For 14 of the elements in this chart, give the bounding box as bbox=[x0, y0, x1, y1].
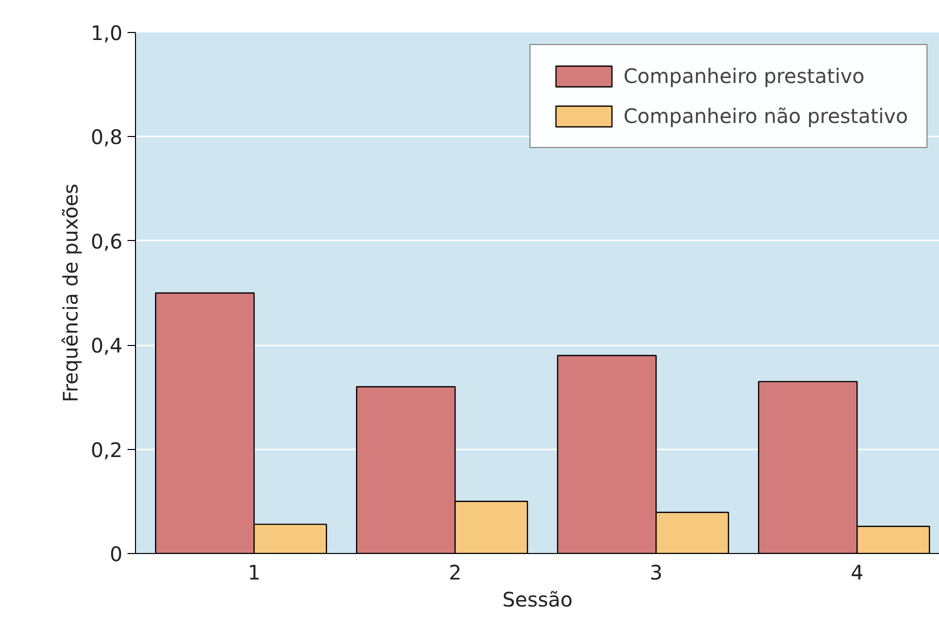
y-tick-label: 0,8 bbox=[90, 125, 123, 150]
x-tick-label: 1 bbox=[248, 560, 260, 584]
y-tick-label: 1,0 bbox=[90, 21, 123, 45]
x-tick-label: 2 bbox=[448, 560, 462, 584]
y-tick-label: 0 bbox=[110, 542, 123, 566]
y-tick-label: 0,6 bbox=[90, 229, 123, 254]
y-tick-label: 0,4 bbox=[90, 334, 123, 358]
y-axis-title: Frequência de puxões bbox=[58, 184, 83, 402]
x-tick-label: 4 bbox=[850, 560, 864, 584]
x-axis-title: Sessão bbox=[502, 588, 573, 612]
legend-label: Companheiro prestativo bbox=[623, 64, 864, 88]
legend-label: Companheiro não prestativo bbox=[623, 104, 908, 128]
y-tick-label: 0,2 bbox=[90, 438, 123, 462]
x-tick-label: 3 bbox=[650, 560, 662, 584]
